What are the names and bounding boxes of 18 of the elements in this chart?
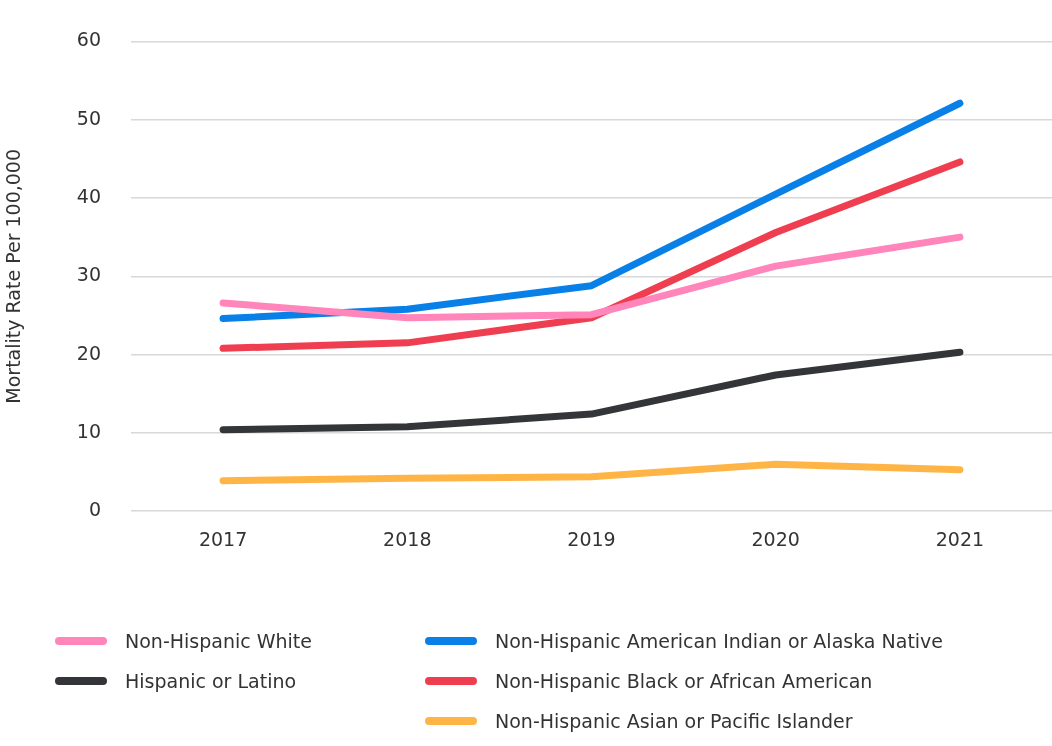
- x-tick-label: 2019: [567, 527, 616, 550]
- legend-label: Non-Hispanic White: [125, 630, 312, 652]
- x-tick-label: 2018: [383, 527, 432, 550]
- legend-label: Non-Hispanic Asian or Pacific Islander: [495, 710, 853, 732]
- y-tick-label: 40: [76, 184, 101, 207]
- y-tick-label: 30: [76, 263, 101, 286]
- y-tick-label: 10: [76, 419, 101, 442]
- legend-label: Non-Hispanic American Indian or Alaska Native: [495, 630, 944, 652]
- x-tick-label: 2017: [198, 527, 248, 550]
- y-tick-label: 50: [76, 106, 101, 129]
- y-tick-label: 0: [88, 498, 101, 521]
- x-tick-label: 2021: [935, 527, 985, 550]
- legend-label: Hispanic or Latino: [125, 670, 297, 692]
- y-tick-label: 20: [76, 341, 101, 364]
- legend-label: Non-Hispanic Black or African American: [495, 670, 873, 692]
- y-tick-label: 60: [76, 28, 101, 51]
- y-axis-title: Mortality Rate Per 100,000: [2, 148, 25, 404]
- x-tick-label: 2020: [751, 527, 800, 550]
